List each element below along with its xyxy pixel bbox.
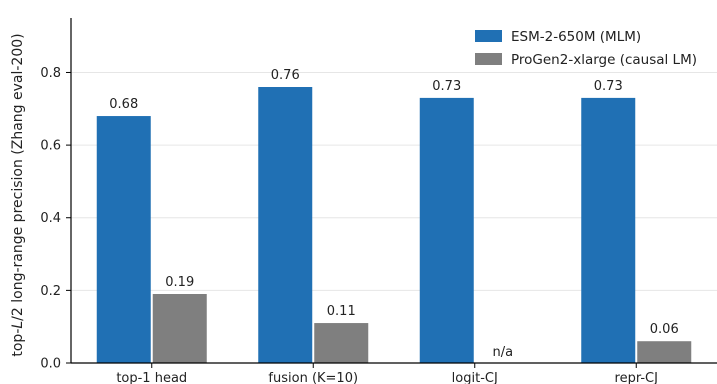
x-tick-label-0: top-1 head (116, 371, 187, 384)
data-label-series-0-3: 0.73 (594, 79, 623, 94)
data-label-series-1-0: 0.19 (165, 275, 194, 290)
bar-series-1-1 (314, 323, 369, 363)
legend: ESM-2-650M (MLM) ProGen2-xlarge (causal L… (475, 29, 697, 68)
x-tick-label-2: logit-CJ (452, 371, 498, 384)
y-axis-label: top-L/2 long-range precision (Zhang eval… (10, 33, 26, 356)
y-tick-label-4: 0.8 (40, 66, 61, 81)
axes-layer: 0.0 0.2 0.4 0.6 0.8 top-1 head fusion (K=10) lo… (40, 18, 717, 384)
bar-series-1-3 (637, 341, 692, 363)
y-tick-label-0: 0.0 (40, 357, 61, 372)
legend-label-1: ProGen2-xlarge (causal LM) (511, 52, 697, 68)
bar-series-0-0 (96, 116, 151, 363)
bar-series-0-3 (581, 97, 636, 363)
bar-series-1-0 (152, 294, 207, 363)
data-label-series-0-2: 0.73 (432, 79, 461, 94)
data-label-series-1-2: n/a (492, 345, 513, 360)
y-tick-label-2: 0.4 (40, 211, 61, 226)
bar-series-0-2 (419, 97, 474, 363)
x-tick-label-3: repr-CJ (615, 371, 658, 384)
data-label-series-0-0: 0.68 (109, 97, 138, 112)
legend-label-0: ESM-2-650M (MLM) (511, 29, 641, 45)
x-tick-label-1: fusion (K=10) (268, 371, 358, 384)
data-label-series-1-1: 0.11 (327, 304, 356, 319)
data-labels-layer: 0.68 0.19 0.76 0.11 0.73 n/a 0.73 0.06 (109, 68, 678, 360)
legend-swatch-0 (475, 30, 502, 42)
y-tick-label-1: 0.2 (40, 284, 61, 299)
data-label-series-1-3: 0.06 (650, 322, 679, 337)
y-tick-label-3: 0.6 (40, 139, 61, 154)
data-label-series-0-1: 0.76 (271, 68, 300, 83)
legend-swatch-1 (475, 53, 502, 65)
bars-layer (96, 87, 692, 363)
bar-series-0-1 (258, 87, 313, 363)
